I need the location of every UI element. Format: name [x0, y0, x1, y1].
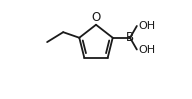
Text: OH: OH	[138, 21, 155, 31]
Text: O: O	[91, 11, 101, 24]
Text: B: B	[126, 31, 134, 44]
Text: OH: OH	[138, 44, 155, 55]
